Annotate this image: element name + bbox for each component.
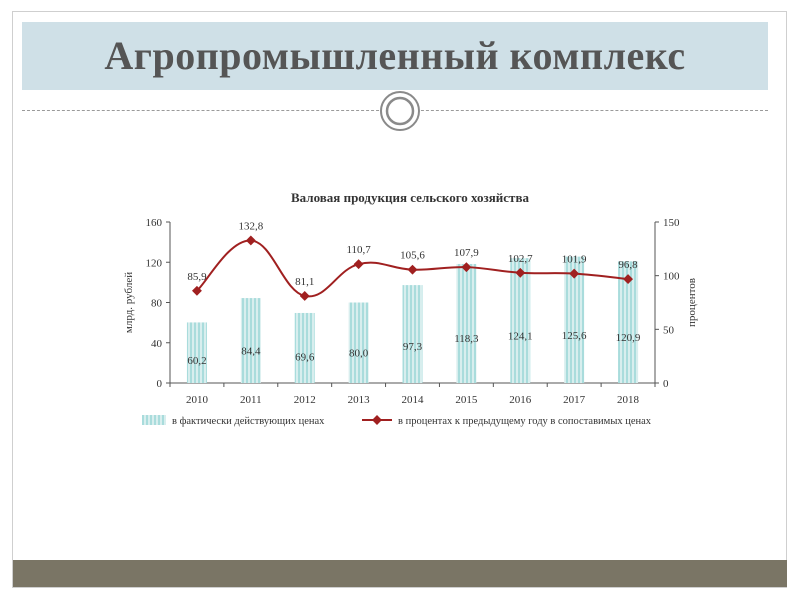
bar [618,261,639,383]
line-point-marker [461,262,472,273]
bar-value-label: 125,6 [562,330,587,342]
y-left-tick-label: 40 [151,338,163,350]
bar-value-label: 124,1 [508,331,533,343]
bar [510,258,531,383]
slide-title: Агропромышленный комплекс [104,33,686,78]
bar-value-label: 118,3 [454,333,479,345]
legend-bar-label: в фактически действующих ценах [172,416,325,427]
legend-bar-swatch [142,415,166,425]
legend-line-marker [372,415,382,425]
x-tick-label: 2015 [455,394,478,406]
y-right-tick-label: 100 [663,271,680,283]
bar [186,322,207,383]
y-right-tick-label: 0 [663,378,669,390]
y-right-tick-label: 50 [663,324,675,336]
x-tick-label: 2012 [294,394,316,406]
bar-value-label: 84,4 [241,346,261,358]
y-right-axis-title: процентов [686,278,698,327]
line-point-marker [515,267,526,278]
y-left-tick-label: 80 [151,298,163,310]
x-tick-label: 2011 [240,394,262,406]
x-tick-label: 2014 [402,394,425,406]
bar [348,302,369,383]
x-tick-label: 2013 [348,394,371,406]
x-tick-label: 2016 [509,394,532,406]
chart-container: Валовая продукция сельского хозяйства 0 4… [100,180,720,440]
line-point-marker [191,285,202,296]
bar-value-label: 80,0 [349,347,369,359]
chart-title: Валовая продукция сельского хозяйства [291,190,529,205]
series-line [196,239,629,298]
y-left-axis-title: млрд. рублей [123,272,135,333]
footer-band [13,560,787,587]
y-left-tick-label: 160 [146,217,163,229]
bar [294,312,315,383]
line-point-marker [299,291,310,301]
line-value-label: 110,7 [346,244,371,256]
circle-ornament-icon [380,91,420,131]
x-tick-label: 2010 [186,394,209,406]
line-value-label: 96,8 [618,259,638,271]
y-left-tick-label: 120 [146,257,163,269]
x-tick-label: 2018 [617,394,640,406]
y-left-tick-label: 0 [157,378,163,390]
agri-output-chart: Валовая продукция сельского хозяйства 0 4… [123,190,698,427]
bar [402,285,423,383]
line-value-label: 107,9 [454,247,479,259]
bar-value-label: 120,9 [616,332,641,344]
line-value-label: 105,6 [400,250,425,262]
legend-line-label: в процентах к предыдущему году в сопоста… [398,416,652,427]
line-value-label: 102,7 [508,253,533,265]
line-value-label: 85,9 [187,271,207,283]
bar-value-label: 69,6 [295,351,315,363]
bar [456,263,477,383]
line-point-marker [623,274,634,285]
line-point-marker [245,235,256,246]
title-band: Агропромышленный комплекс [22,22,768,90]
line-point-marker [407,264,418,275]
line-value-label: 81,1 [295,276,314,288]
y-right-tick-label: 150 [663,217,680,229]
bar-value-label: 97,3 [403,341,423,353]
line-value-label: 132,8 [238,220,263,232]
line-point-marker [569,268,580,279]
bar-value-label: 60,2 [187,355,206,367]
bar [240,298,261,383]
x-tick-label: 2017 [563,394,586,406]
line-value-label: 101,9 [562,254,587,266]
line-point-marker [353,259,364,270]
bar [564,256,585,383]
